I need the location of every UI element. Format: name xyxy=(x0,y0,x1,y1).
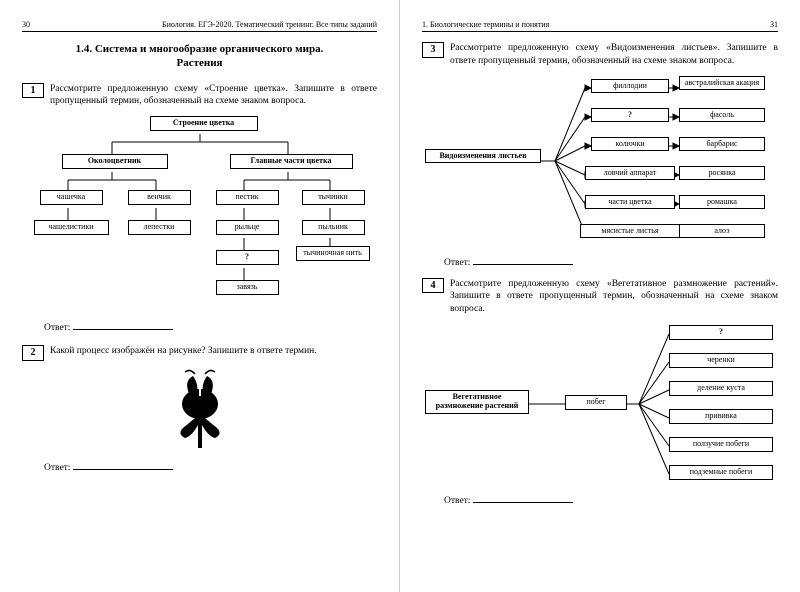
task-text: Рассмотрите предложенную схему «Видоизме… xyxy=(450,42,778,68)
node-root: Строение цветка xyxy=(150,116,258,131)
header-title: 1. Биологические термины и понятия xyxy=(422,20,549,29)
task-3: 3 Рассмотрите предложенную схему «Видоиз… xyxy=(422,42,778,68)
answer-line: Ответ: xyxy=(44,459,377,473)
node: барбарис xyxy=(679,137,765,152)
node: тычиночная нить xyxy=(296,246,370,261)
node: тычинки xyxy=(302,190,365,205)
answer-line: Ответ: xyxy=(444,254,778,268)
header-right: 1. Биологические термины и понятия 31 xyxy=(422,20,778,32)
task-1: 1 Рассмотрите предложенную схему «Строен… xyxy=(22,83,377,109)
node-question: ? xyxy=(591,108,669,123)
header-title: Биология. ЕГЭ-2020. Тематический тренинг… xyxy=(162,20,377,29)
flower-illustration xyxy=(165,366,235,451)
diagram-leaf-modifications: Видоизменения листьев филлодии австралий… xyxy=(425,76,775,246)
node: пыльник xyxy=(302,220,365,235)
node: ловчий аппарат xyxy=(585,166,675,181)
header-left: 30 Биология. ЕГЭ-2020. Тематический трен… xyxy=(22,20,377,32)
answer-label: Ответ: xyxy=(444,258,470,268)
diagram-connectors xyxy=(30,116,370,311)
node: мясистые листья xyxy=(580,224,680,239)
node-question: ? xyxy=(669,325,773,340)
node: прививка xyxy=(669,409,773,424)
node: ромашка xyxy=(679,195,765,210)
node-root: Вегетативное размножение растений xyxy=(425,390,529,414)
answer-label: Ответ: xyxy=(44,463,70,473)
node: чашелистики xyxy=(34,220,109,235)
diagram-vegetative-propagation: Вегетативное размножение растений побег … xyxy=(425,324,775,484)
node: алоэ xyxy=(679,224,765,239)
node-root: Видоизменения листьев xyxy=(425,149,541,164)
node: колючки xyxy=(591,137,669,152)
node: филлодии xyxy=(591,79,669,94)
page-number: 30 xyxy=(22,20,30,29)
section-title: 1.4. Система и многообразие органическог… xyxy=(22,42,377,71)
node-question: ? xyxy=(216,250,279,265)
page-left: 30 Биология. ЕГЭ-2020. Тематический трен… xyxy=(0,0,400,592)
node: ползучие побеги xyxy=(669,437,773,452)
answer-line: Ответ: xyxy=(444,492,778,506)
task-4: 4 Рассмотрите предложенную схему «Вегета… xyxy=(422,278,778,316)
node: Околоцветник xyxy=(62,154,168,169)
node: австралийская акация xyxy=(679,76,765,91)
node: подземные побеги xyxy=(669,465,773,480)
task-number: 2 xyxy=(22,345,44,361)
task-text: Рассмотрите предложенную схему «Строение… xyxy=(50,83,377,109)
page-number: 31 xyxy=(770,20,778,29)
task-number: 4 xyxy=(422,278,444,294)
task-text: Какой процесс изображён на рисунке? Запи… xyxy=(50,345,377,358)
node: пестик xyxy=(216,190,279,205)
diagram-flower-structure: Строение цветка Околоцветник Главные час… xyxy=(30,116,370,311)
node: фасоль xyxy=(679,108,765,123)
task-2: 2 Какой процесс изображён на рисунке? За… xyxy=(22,345,377,358)
node: Главные части цветка xyxy=(230,154,353,169)
node: части цветка xyxy=(585,195,675,210)
task-text: Рассмотрите предложенную схему «Вегетати… xyxy=(450,278,778,316)
node: завязь xyxy=(216,280,279,295)
answer-label: Ответ: xyxy=(44,323,70,333)
task-number: 3 xyxy=(422,42,444,58)
node: венчик xyxy=(128,190,191,205)
node: черенки xyxy=(669,353,773,368)
page-right: 1. Биологические термины и понятия 31 3 … xyxy=(400,0,800,592)
node: побег xyxy=(565,395,627,410)
node: рыльце xyxy=(216,220,279,235)
task-number: 1 xyxy=(22,83,44,99)
node: чашечка xyxy=(40,190,103,205)
node: росянка xyxy=(679,166,765,181)
node: деление куста xyxy=(669,381,773,396)
answer-label: Ответ: xyxy=(444,496,470,506)
node: лепестки xyxy=(128,220,191,235)
answer-line: Ответ: xyxy=(44,319,377,333)
